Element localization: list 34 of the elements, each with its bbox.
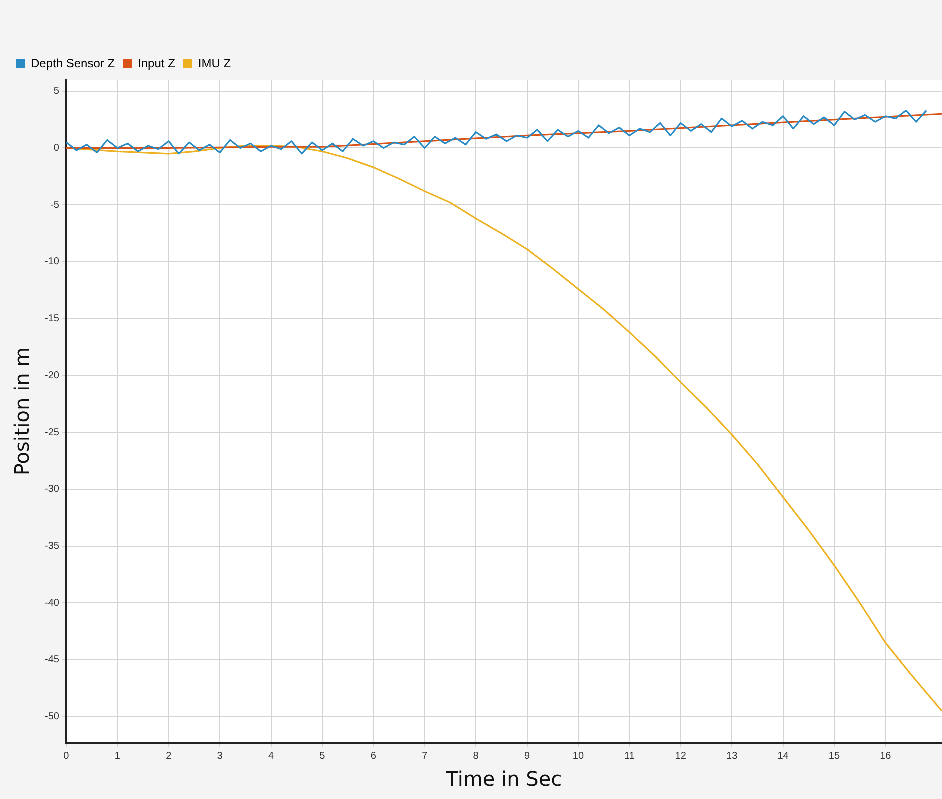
y-tick-label: -5 (50, 200, 60, 211)
x-tick-label: 7 (422, 750, 428, 762)
x-tick-label: 15 (828, 750, 840, 762)
y-tick-label: -30 (45, 484, 60, 496)
y-tick-label: -20 (45, 370, 60, 382)
y-tick-label: -25 (45, 427, 60, 438)
y-tick-label: -45 (45, 654, 60, 666)
legend-label: Depth Sensor Z (31, 56, 116, 70)
x-tick-label: 4 (268, 750, 274, 762)
x-tick-label: 8 (473, 750, 480, 762)
y-tick-label: -40 (45, 598, 60, 609)
x-tick-label: 10 (572, 750, 584, 762)
y-tick-label: -50 (45, 712, 60, 723)
x-tick-label: 6 (370, 750, 377, 762)
x-tick-label: 12 (675, 750, 687, 762)
x-tick-label: 5 (320, 750, 326, 762)
x-tick-label: 3 (217, 750, 224, 762)
y-tick-label: 5 (54, 86, 60, 98)
y-tick-label: -15 (45, 314, 60, 325)
x-tick-label: 14 (778, 750, 790, 762)
x-tick-label: 13 (726, 750, 738, 762)
legend-label: IMU Z (198, 56, 232, 70)
x-tick-label: 2 (166, 750, 172, 762)
x-tick-label: 11 (624, 750, 636, 762)
legend-label: Input Z (138, 56, 176, 70)
y-tick-label: 0 (54, 142, 60, 154)
x-axis-title: Time in Sec (445, 767, 562, 792)
y-tick-label: -10 (45, 256, 60, 268)
x-tick-label: 1 (114, 750, 121, 762)
x-tick-label: 0 (64, 750, 70, 762)
x-tick-label: 9 (524, 750, 530, 762)
y-tick-label: -35 (45, 541, 60, 552)
y-axis-title: Position in m (10, 347, 34, 476)
x-tick-label: 16 (880, 750, 892, 762)
